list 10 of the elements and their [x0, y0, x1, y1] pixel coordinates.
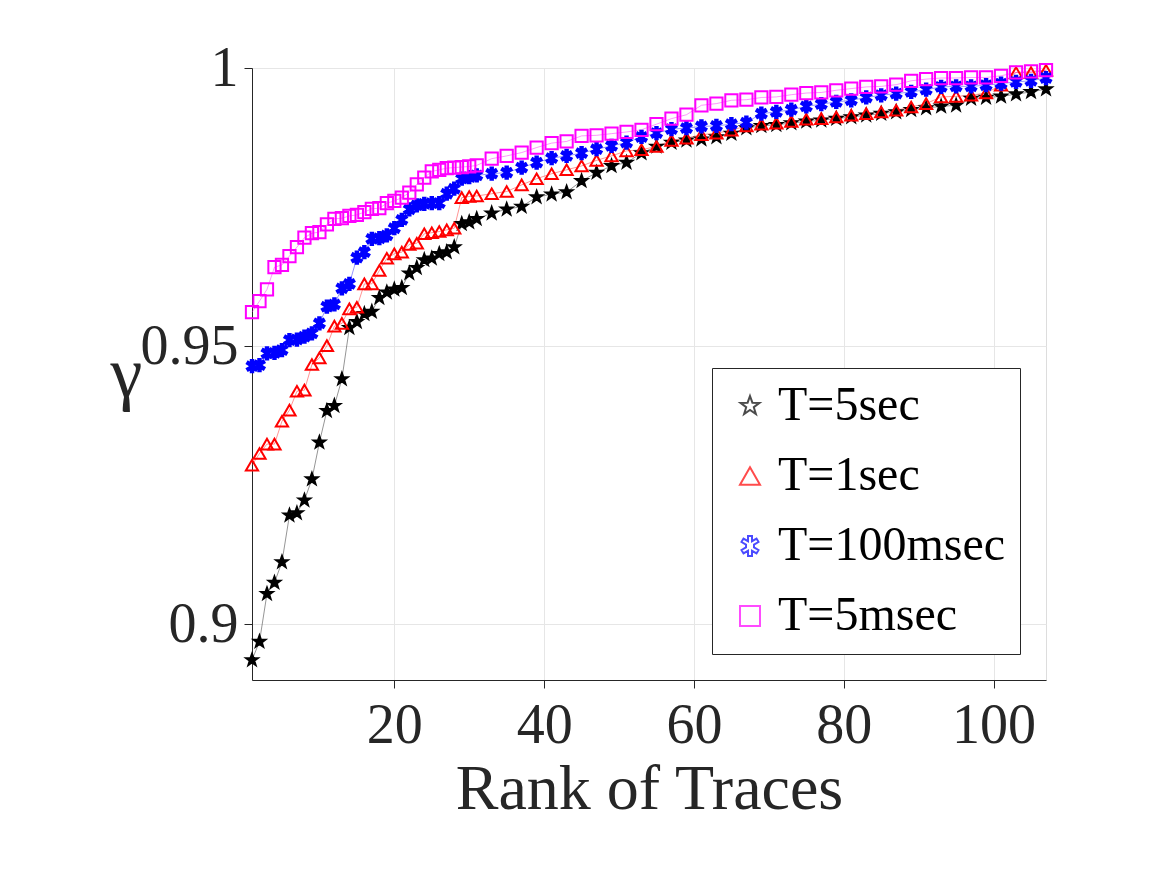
x-tick-label: 100: [952, 692, 1037, 755]
y-axis-title: γ: [109, 332, 143, 413]
y-tick-label: 0.9: [168, 591, 239, 654]
y-tick-label: 1: [210, 35, 239, 98]
y-tick-label: 0.95: [140, 313, 239, 376]
legend-label: T=5sec: [778, 377, 920, 430]
legend-label: T=1sec: [778, 447, 920, 500]
legend-label: T=100msec: [778, 517, 1006, 570]
legend-label: T=5msec: [778, 587, 958, 640]
x-tick-label: 20: [366, 692, 423, 755]
